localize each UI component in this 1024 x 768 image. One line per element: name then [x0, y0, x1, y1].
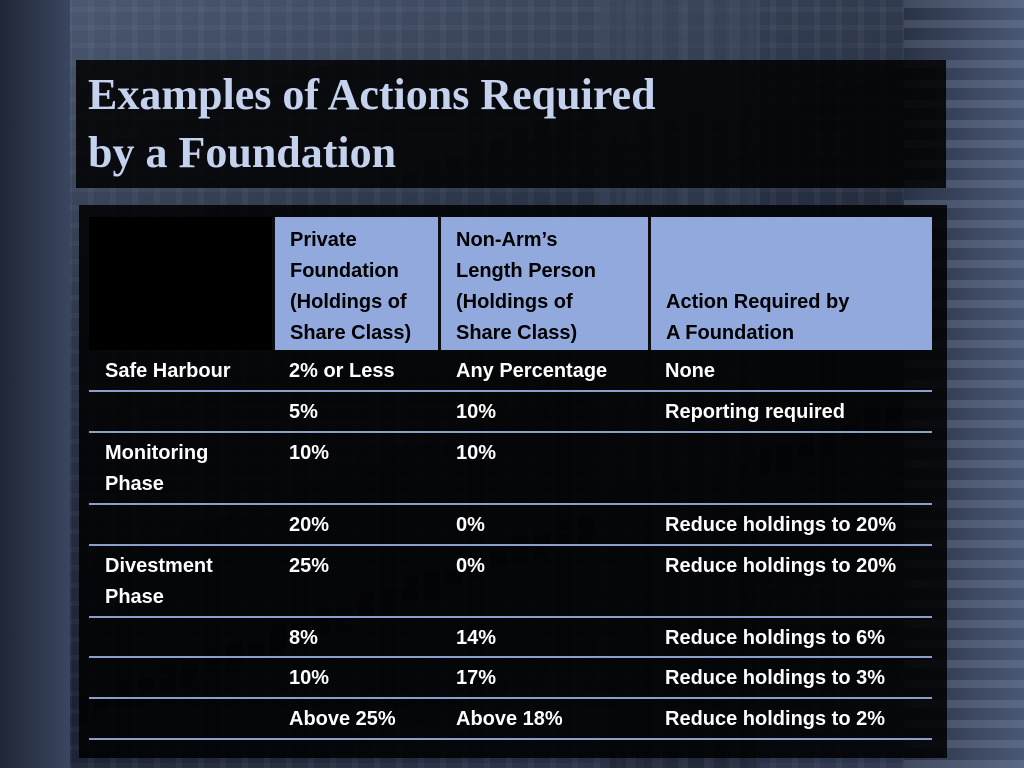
row-non-arms-length-cell: Any Percentage [456, 360, 608, 382]
table-row: 10% 17% Reduce holdings to 3% [89, 658, 932, 699]
title-box: Examples of Actions Required by a Foundat… [76, 60, 946, 188]
table-header: Private Foundation (Holdings of Share Cl… [89, 217, 932, 350]
foundation-actions-table: Private Foundation (Holdings of Share Cl… [79, 205, 947, 758]
row-action-cell: Reduce holdings to 3% [665, 667, 886, 689]
header-cell-empty [89, 217, 272, 350]
table-row: 8% 14% Reduce holdings to 6% [89, 618, 932, 658]
row-non-arms-length-cell: 0% [456, 514, 485, 536]
background-building-left [0, 0, 70, 768]
table-row: 5% 10% Reporting required [89, 392, 932, 433]
row-non-arms-length-cell: 0% [456, 555, 485, 577]
row-action-cell: Reduce holdings to 20% [665, 555, 897, 577]
row-phase-cell: Divestment Phase [105, 555, 213, 608]
header-cell-non-arms-length: Non-Arm’s Length Person (Holdings of Sha… [441, 217, 648, 350]
row-non-arms-length-cell: Above 18% [456, 708, 563, 730]
slide-title: Examples of Actions Required by a Foundat… [88, 66, 656, 182]
row-private-foundation-cell: 5% [289, 401, 318, 423]
header-action-required: Action Required by A Foundation [666, 291, 850, 344]
row-non-arms-length-cell: 17% [456, 667, 497, 689]
header-cell-private-foundation: Private Foundation (Holdings of Share Cl… [275, 217, 438, 350]
row-phase-cell: Monitoring Phase [105, 442, 209, 495]
header-separator [648, 217, 651, 350]
table-row: Safe Harbour 2% or Less Any Percentage N… [89, 350, 932, 392]
header-non-arms-length: Non-Arm’s Length Person (Holdings of Sha… [456, 229, 597, 344]
table-row: Above 25% Above 18% Reduce holdings to 2… [89, 699, 932, 740]
table-row: Divestment Phase 25% 0% Reduce holdings … [89, 546, 932, 618]
header-separator [272, 217, 275, 350]
header-private-foundation: Private Foundation (Holdings of Share Cl… [290, 229, 412, 344]
row-action-cell: Reporting required [665, 401, 846, 423]
table-row: Monitoring Phase 10% 10% [89, 433, 932, 505]
row-non-arms-length-cell: 14% [456, 627, 497, 649]
row-action-cell: Reduce holdings to 20% [665, 514, 897, 536]
header-cell-action-required: Action Required by A Foundation [651, 217, 932, 350]
slide-title-line-1: Examples of Actions Required [88, 70, 656, 119]
row-private-foundation-cell: 20% [289, 514, 330, 536]
row-private-foundation-cell: Above 25% [289, 708, 396, 730]
row-non-arms-length-cell: 10% [456, 401, 497, 423]
row-non-arms-length-cell: 10% [456, 442, 497, 464]
slide-title-line-2: by a Foundation [88, 128, 397, 177]
row-private-foundation-cell: 10% [289, 442, 330, 464]
row-private-foundation-cell: 2% or Less [289, 360, 395, 382]
row-action-cell: Reduce holdings to 2% [665, 708, 886, 730]
row-action-cell: Reduce holdings to 6% [665, 627, 886, 649]
row-private-foundation-cell: 25% [289, 555, 330, 577]
row-action-cell: None [665, 360, 715, 382]
row-private-foundation-cell: 8% [289, 627, 318, 649]
header-separator [438, 217, 441, 350]
row-phase-cell: Safe Harbour [105, 360, 231, 382]
row-private-foundation-cell: 10% [289, 667, 330, 689]
table-row: 20% 0% Reduce holdings to 20% [89, 505, 932, 546]
